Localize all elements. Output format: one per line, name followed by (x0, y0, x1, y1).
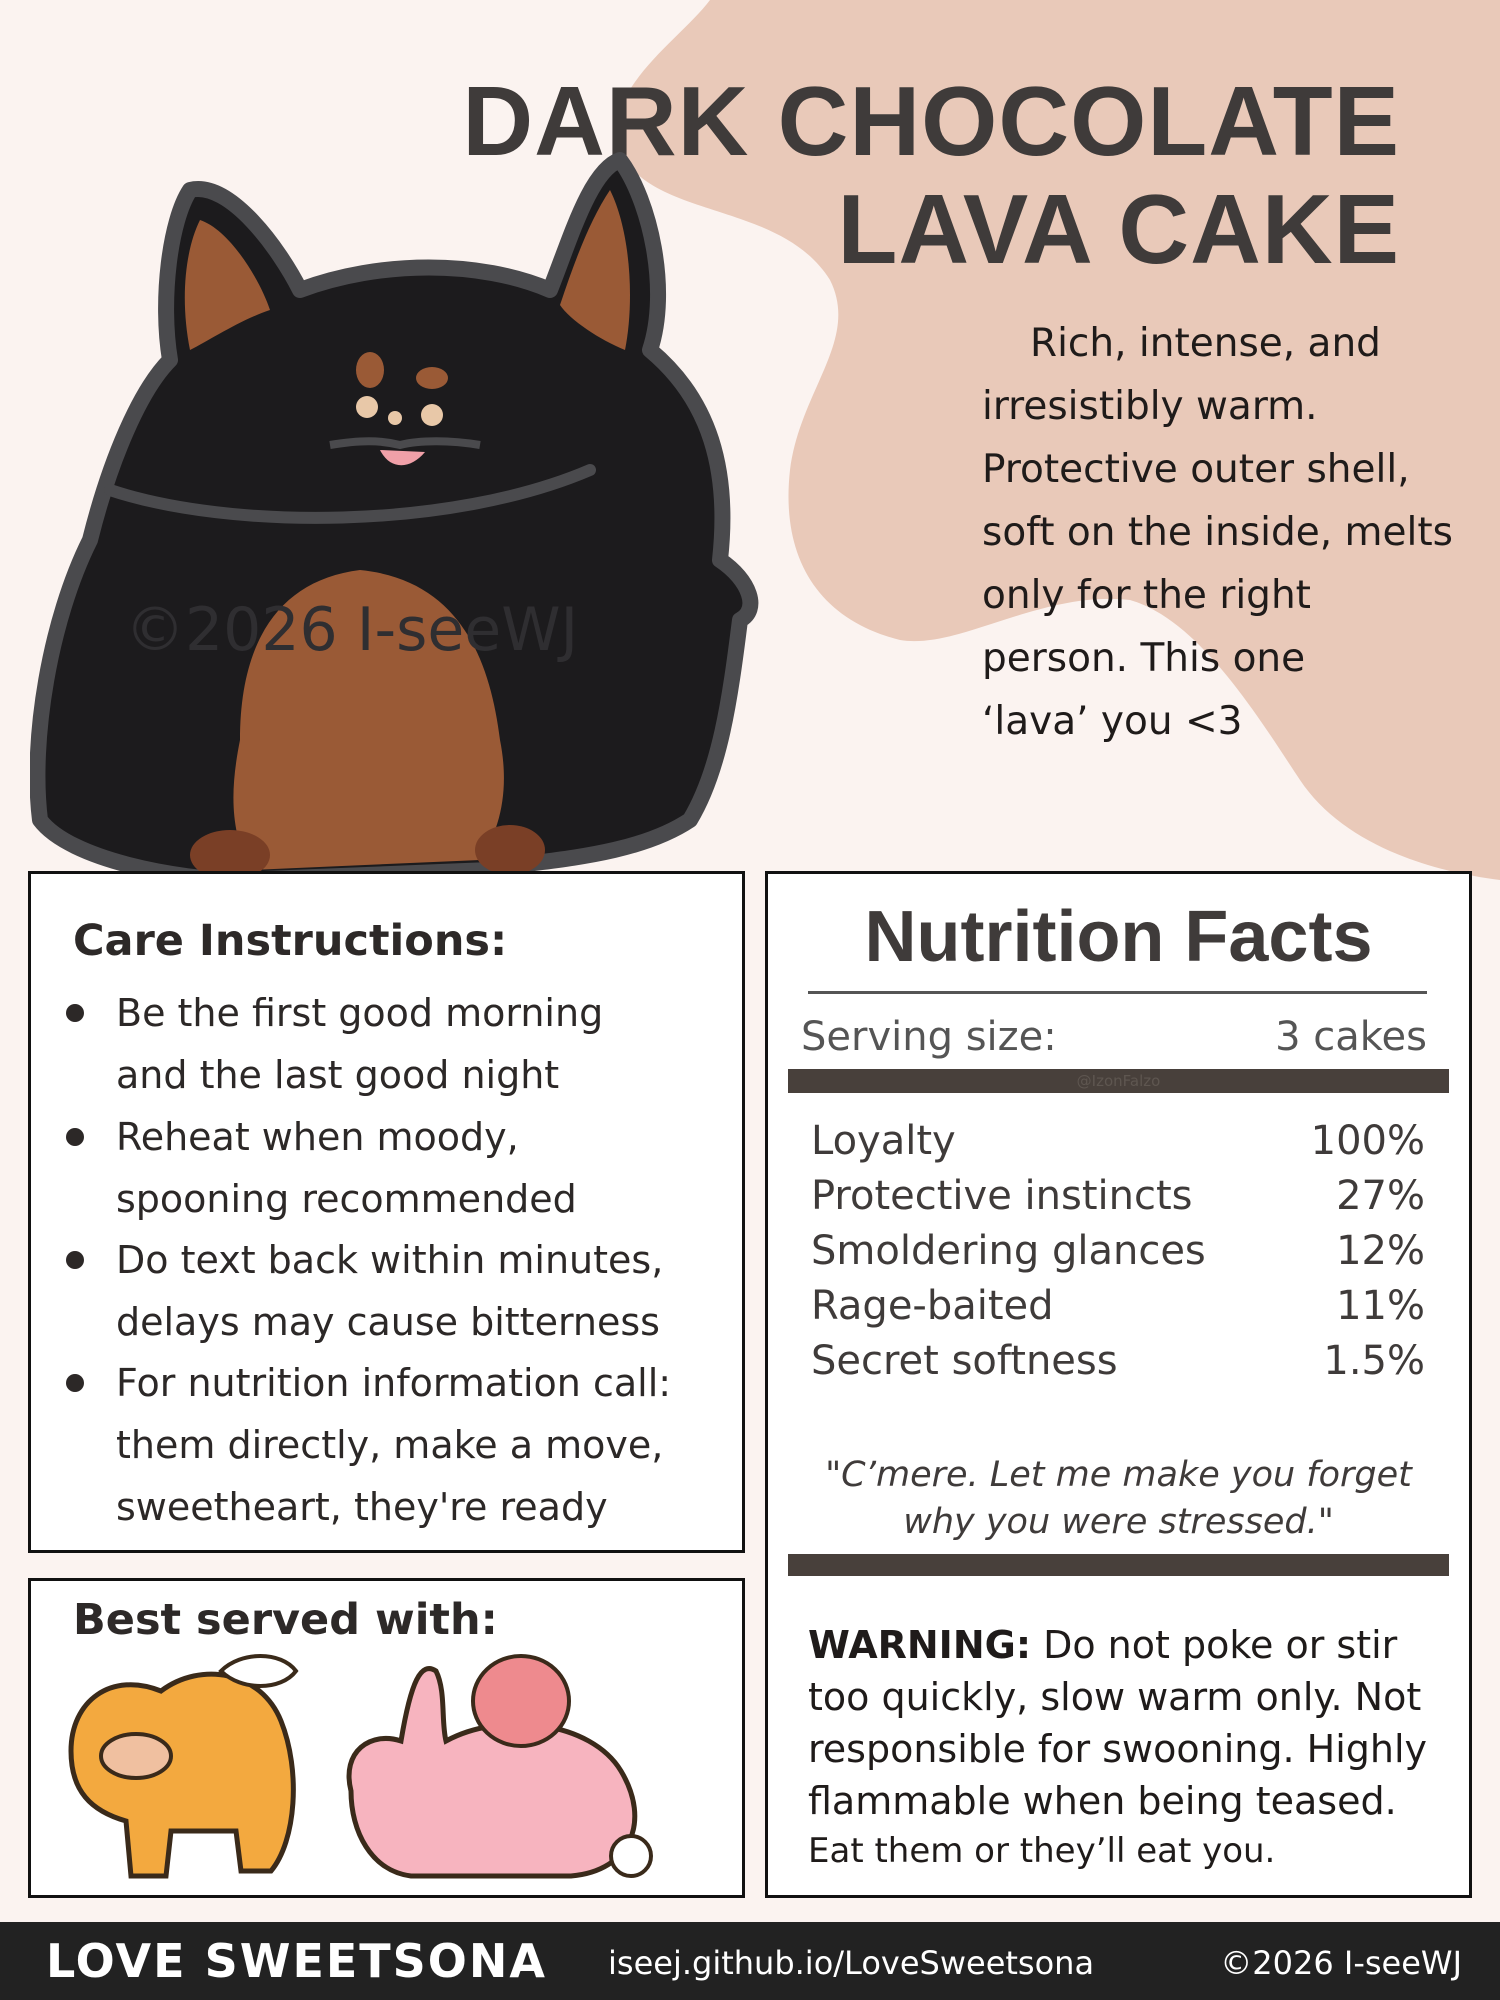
divider (808, 991, 1427, 994)
care-instructions-panel: Care Instructions: Be the first good mor… (28, 871, 745, 1553)
title-line-2: LAVA CAKE (837, 174, 1400, 284)
description-line: Protective outer shell, (982, 447, 1410, 492)
lava-cake-mascot-illustration: ©2026 I-seeWJ (30, 152, 759, 888)
footer-copyright: ©2026 I-seeWJ (1220, 1944, 1462, 1982)
warning-label: WARNING: (808, 1623, 1032, 1667)
nutrient-row: Rage-baited 11% (811, 1283, 1425, 1329)
footer-brand: LOVE SWEETSONA (46, 1934, 548, 1988)
nutrition-title: Nutrition Facts (864, 897, 1373, 977)
description-line: ‘lava’ you <3 (982, 699, 1243, 744)
watermark: ©2026 I-seeWJ (125, 595, 578, 665)
footer-url[interactable]: iseej.github.io/LoveSweetsona (608, 1944, 1095, 1982)
serving-value: 3 cakes (1275, 1014, 1427, 1060)
description-line: only for the right (982, 573, 1311, 618)
thick-divider (788, 1554, 1449, 1576)
bullet-icon (66, 1251, 84, 1269)
warning-text: WARNING: Do not poke or stir too quickly… (808, 1623, 1428, 1871)
care-item: For nutrition information call: them dire… (66, 1352, 671, 1538)
description: Rich, intense, and irresistibly warm. Pr… (982, 312, 1482, 753)
description-line: Rich, intense, and (1030, 321, 1381, 366)
care-item: Be the first good morning and the last go… (66, 982, 603, 1106)
best-served-heading: Best served with: (73, 1595, 498, 1645)
cat-and-bunny-illustration (68, 1654, 653, 1879)
serving-label: Serving size: (801, 1014, 1057, 1060)
care-heading: Care Instructions: (73, 916, 508, 966)
thick-divider: @IzonFalzo (788, 1069, 1449, 1093)
description-line: irresistibly warm. (982, 384, 1318, 429)
best-served-panel: Best served with: (28, 1578, 745, 1898)
description-line: soft on the inside, melts (982, 510, 1453, 555)
nutrition-facts-panel: Nutrition Facts Serving size: 3 cakes @I… (765, 871, 1472, 1898)
bullet-icon (66, 1004, 84, 1022)
bullet-icon (66, 1128, 84, 1146)
nutrient-row: Loyalty 100% (811, 1118, 1425, 1164)
care-item: Reheat when moody, spooning recommended (66, 1106, 577, 1230)
quote: "C’mere. Let me make you forget why you w… (825, 1455, 1412, 1542)
description-line: person. This one (982, 636, 1306, 681)
nutrient-row: Secret softness 1.5% (811, 1338, 1425, 1384)
bullet-icon (66, 1374, 84, 1392)
serving-size-row: Serving size: 3 cakes (801, 1014, 1427, 1060)
nutrient-row: Smoldering glances 12% (811, 1228, 1425, 1274)
background-blob (616, 0, 1500, 880)
care-item: Do text back within minutes, delays may c… (66, 1229, 663, 1353)
footer: LOVE SWEETSONA iseej.github.io/LoveSweet… (0, 1922, 1500, 2000)
nutrient-row: Protective instincts 27% (811, 1173, 1425, 1219)
